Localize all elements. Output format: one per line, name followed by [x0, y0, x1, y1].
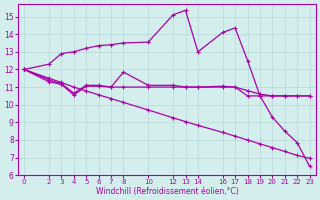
- X-axis label: Windchill (Refroidissement éolien,°C): Windchill (Refroidissement éolien,°C): [96, 187, 238, 196]
